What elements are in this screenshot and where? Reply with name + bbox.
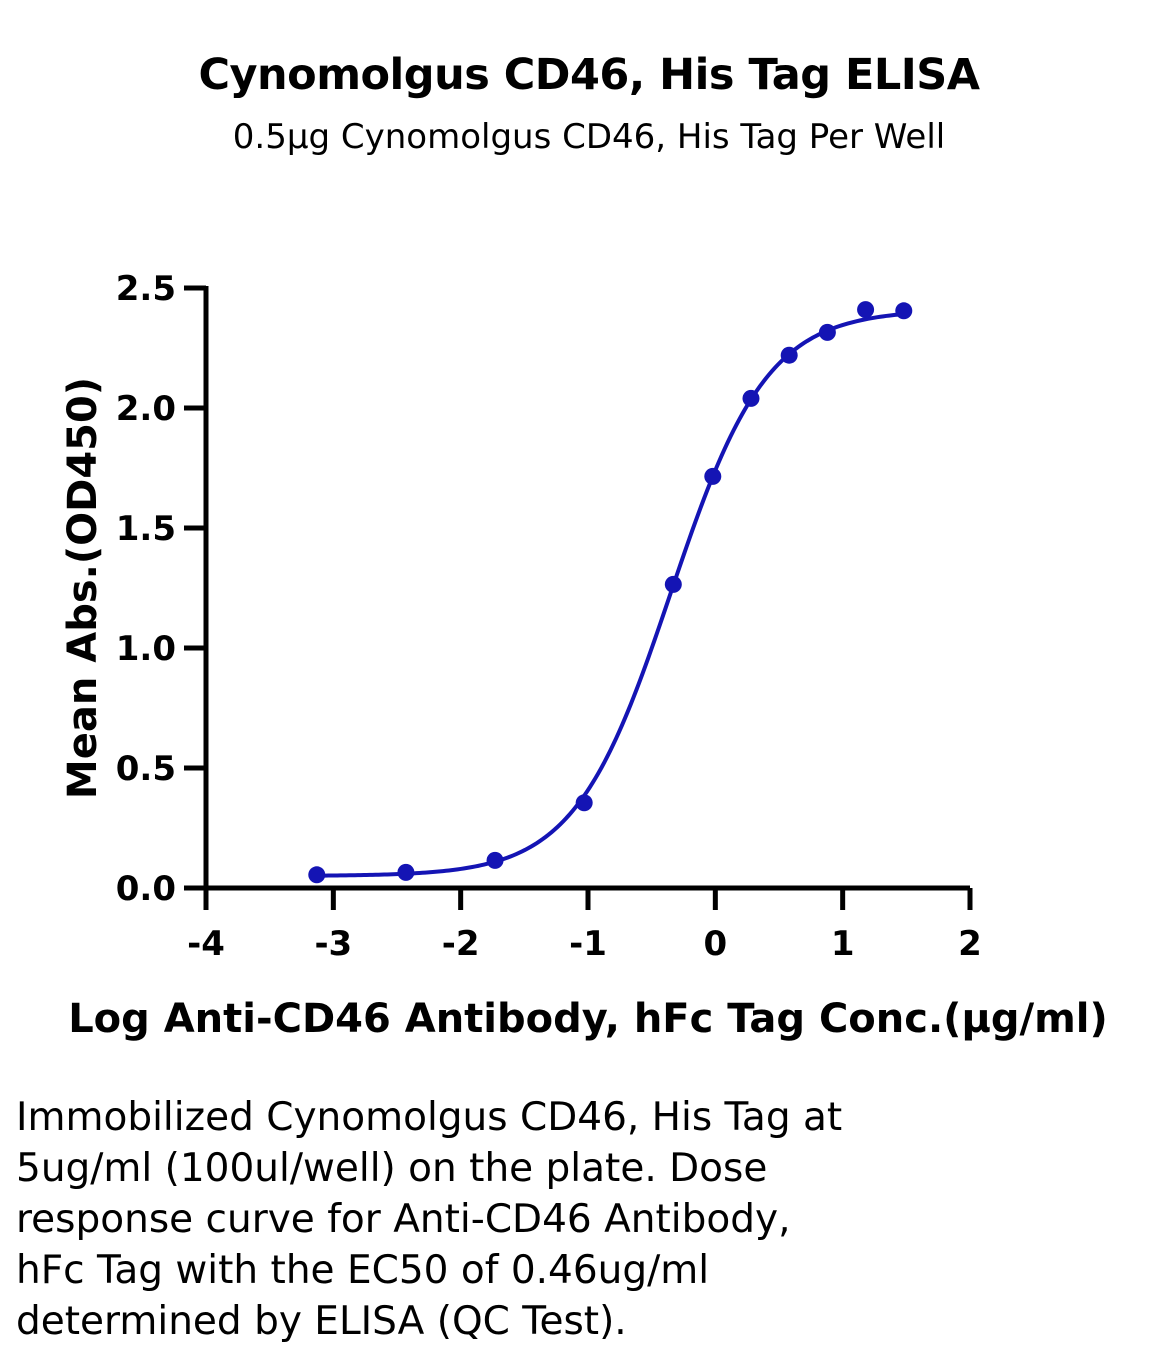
caption-line: 5ug/ml (100ul/well) on the plate. Dose	[16, 1146, 768, 1191]
data-point	[575, 794, 593, 812]
caption-line: response curve for Anti-CD46 Antibody,	[16, 1197, 791, 1242]
chart-title: Cynomolgus CD46, His Tag ELISA	[198, 50, 980, 100]
data-point	[664, 575, 682, 593]
caption-line: determined by ELISA (QC Test).	[16, 1299, 627, 1344]
y-tick-label: 1.0	[116, 629, 176, 669]
x-tick-label: -3	[314, 924, 352, 964]
data-point	[397, 863, 415, 881]
y-tick-label: 0.0	[116, 869, 176, 909]
x-tick-label: -1	[569, 924, 607, 964]
data-point	[742, 389, 760, 407]
data-point	[704, 467, 722, 485]
y-tick-label: 1.5	[116, 509, 176, 549]
figure-caption: Immobilized Cynomolgus CD46, His Tag at …	[16, 1092, 1136, 1347]
caption-line: Immobilized Cynomolgus CD46, His Tag at	[16, 1095, 843, 1140]
x-tick-label: -2	[442, 924, 480, 964]
x-tick-label: 2	[958, 924, 982, 964]
y-tick-label: 2.5	[116, 269, 176, 309]
x-tick-label: 1	[831, 924, 855, 964]
fit-curve-layer	[316, 312, 904, 878]
elisa-chart: 0.0 0.5 1.0 1.5 2.0 2.5 -4 -3 -2 -1 0 1 2 Log Anti-C…	[60, 269, 1108, 1042]
x-tick-label: -4	[187, 924, 225, 964]
data-point	[780, 346, 798, 364]
chart-axes: 0.0 0.5 1.0 1.5 2.0 2.5 -4 -3 -2 -1 0 1 2	[116, 269, 982, 964]
data-point	[857, 301, 875, 319]
data-point	[486, 851, 504, 869]
y-tick-label: 0.5	[116, 749, 176, 789]
data-point	[818, 323, 836, 341]
data-points-layer	[308, 301, 913, 884]
chart-subtitle: 0.5μg Cynomolgus CD46, His Tag Per Well	[232, 117, 946, 157]
data-point	[308, 866, 326, 884]
x-tick-label: 0	[703, 924, 727, 964]
y-tick-label: 2.0	[116, 389, 176, 429]
y-axis-label: Mean Abs.(OD450)	[60, 377, 106, 799]
fit-curve-line	[316, 312, 904, 878]
x-axis-label: Log Anti-CD46 Antibody, hFc Tag Conc.(μg…	[68, 996, 1108, 1042]
data-point	[895, 302, 913, 320]
caption-line: hFc Tag with the EC50 of 0.46ug/ml	[16, 1248, 710, 1293]
